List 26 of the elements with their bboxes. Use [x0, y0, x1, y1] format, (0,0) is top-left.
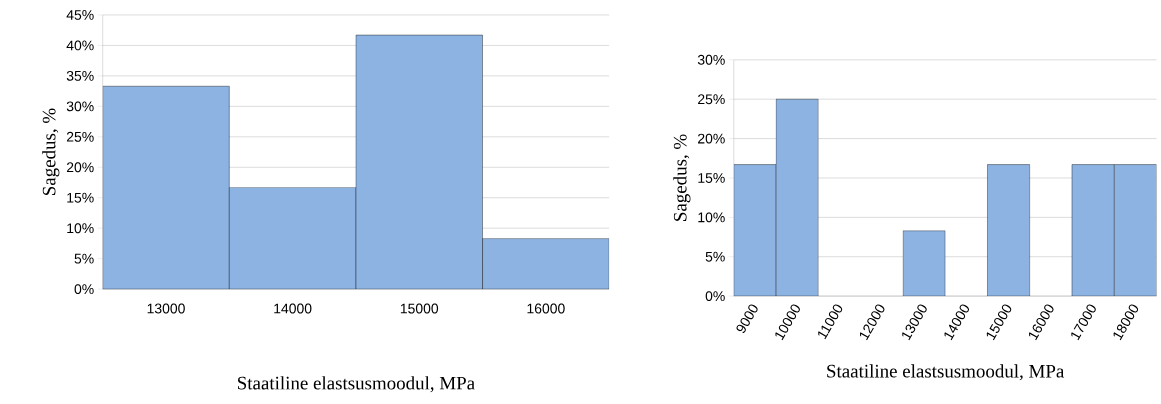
- x-tick-label: 16000: [527, 303, 565, 314]
- y-tick-label: 10%: [67, 223, 94, 234]
- x-tick-label: 14000: [274, 303, 312, 314]
- x-axis-title: Staatiline elastsusmoodul, MPa: [827, 364, 1065, 381]
- y-tick-label: 0%: [74, 284, 94, 295]
- y-tick-label: 15%: [67, 192, 94, 203]
- y-tick-label: 30%: [66, 101, 94, 112]
- y-tick-label: 10%: [698, 212, 725, 223]
- y-tick-label: 5%: [705, 251, 725, 262]
- x-axis-title: Staatiline elastsusmoodul, MPa: [238, 376, 475, 393]
- y-tick-label: 20%: [66, 162, 94, 173]
- y-tick-label: 0%: [705, 291, 725, 302]
- y-tick-label: 15%: [698, 173, 725, 183]
- y-tick-label: 30%: [697, 54, 725, 65]
- y-tick-label: 5%: [74, 253, 94, 264]
- x-tick-label: 15000: [400, 303, 439, 314]
- y-axis-title: Sagedus, %: [673, 134, 691, 221]
- y-axis-title: Sagedus, %: [42, 108, 60, 196]
- bar: [902, 230, 946, 297]
- x-tick-label: 13000: [147, 303, 185, 314]
- y-tick-label: 45%: [66, 10, 94, 20]
- y-tick-label: 20%: [698, 133, 725, 144]
- y-tick-label: 25%: [698, 94, 725, 105]
- y-tick-label: 40%: [66, 40, 94, 51]
- y-tick-label: 35%: [66, 71, 94, 81]
- y-tick-label: 25%: [66, 131, 94, 142]
